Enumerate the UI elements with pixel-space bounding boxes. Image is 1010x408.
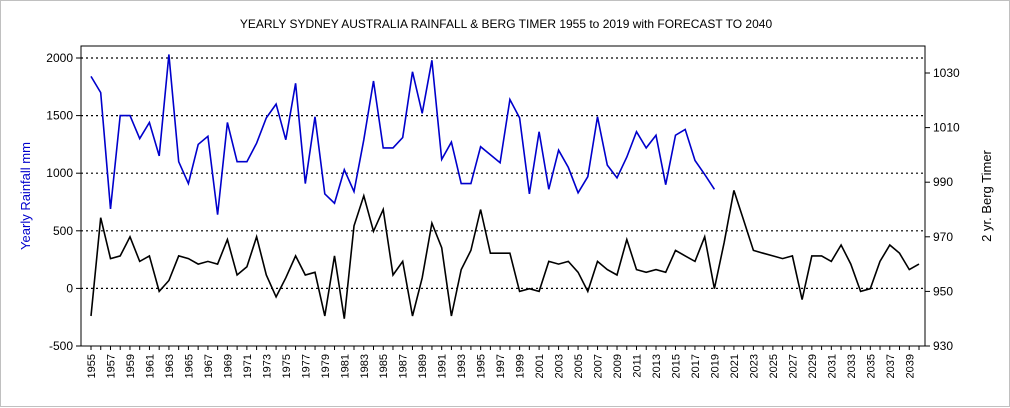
x-tick-label: 1975 — [281, 354, 293, 378]
left-tick-label: 2000 — [46, 51, 73, 65]
right-tick-label: 950 — [933, 284, 953, 298]
x-tick-label: 1981 — [339, 354, 351, 378]
x-tick-label: 2025 — [768, 354, 780, 378]
x-tick-label: 2019 — [709, 354, 721, 378]
x-tick-label: 1969 — [222, 354, 234, 378]
x-tick-label: 1973 — [261, 354, 273, 378]
y-axis-label-right: 2 yr. Berg Timer — [979, 149, 994, 241]
x-tick-label: 1999 — [515, 354, 527, 378]
right-tick-label: 1010 — [933, 121, 960, 135]
x-tick-label: 2011 — [632, 354, 644, 378]
left-tick-label: 1500 — [46, 109, 73, 123]
x-tick-label: 1971 — [242, 354, 254, 378]
x-tick-label: 2039 — [904, 354, 916, 378]
x-tick-label: 1959 — [125, 354, 137, 378]
x-tick-label: 1957 — [105, 354, 117, 378]
x-tick-label: 2001 — [534, 354, 546, 378]
x-tick-label: 1993 — [456, 354, 468, 378]
right-tick-label: 990 — [933, 175, 953, 189]
x-tick-label: 2031 — [826, 354, 838, 378]
right-tick-label: 970 — [933, 230, 953, 244]
x-tick-label: 2009 — [612, 354, 624, 378]
plot-area — [80, 45, 926, 347]
y-axis-label-left: Yearly Rainfall mm — [18, 142, 33, 250]
x-tick-label: 2029 — [807, 354, 819, 378]
x-tick-label: 1961 — [144, 354, 156, 378]
x-tick-label: 1989 — [417, 354, 429, 378]
left-tick-label: -500 — [49, 339, 73, 353]
x-tick-label: 2027 — [787, 354, 799, 378]
x-tick-label: 2037 — [885, 354, 897, 378]
right-tick-label: 930 — [933, 339, 953, 353]
x-tick-label: 1979 — [320, 354, 332, 378]
right-tick-label: 1030 — [933, 66, 960, 80]
x-tick-label: 2035 — [865, 354, 877, 378]
right-axis-ticks: 930 950 970 990 1010 1030 — [925, 66, 960, 353]
x-tick-label: 2007 — [593, 354, 605, 378]
x-tick-label: 1977 — [300, 354, 312, 378]
x-tick-label: 2003 — [554, 354, 566, 378]
x-tick-label: 2017 — [690, 354, 702, 378]
x-tick-label: 2013 — [651, 354, 663, 378]
x-tick-label: 1963 — [164, 354, 176, 378]
x-tick-label: 2023 — [748, 354, 760, 378]
x-tick-label: 1987 — [398, 354, 410, 378]
x-tick-label: 1985 — [378, 354, 390, 378]
x-tick-label: 1967 — [203, 354, 215, 378]
left-tick-label: 1000 — [46, 166, 73, 180]
x-tick-label: 1955 — [86, 354, 98, 378]
rainfall-series-line — [90, 54, 716, 215]
series-group — [90, 54, 920, 319]
x-tick-label: 1991 — [437, 354, 449, 378]
x-tick-label: 2005 — [573, 354, 585, 378]
x-tick-label: 2033 — [846, 354, 858, 378]
x-tick-label: 2021 — [729, 354, 741, 378]
left-tick-label: 500 — [53, 224, 73, 238]
x-tick-label: 1983 — [359, 354, 371, 378]
x-axis-ticks: 1955 1957 1959 1961 1963 1965 1967 1969 1971 1973… — [86, 346, 920, 378]
x-tick-label: 2015 — [670, 354, 682, 378]
x-tick-label: 1965 — [183, 354, 195, 378]
chart-title: YEARLY SYDNEY AUSTRALIA RAINFALL & BERG … — [240, 17, 773, 31]
berg-timer-series-line — [90, 190, 920, 319]
x-tick-label: 1995 — [476, 354, 488, 378]
left-axis-ticks: -500 0 500 1000 1500 2000 — [46, 51, 81, 353]
x-tick-label: 1997 — [495, 354, 507, 378]
left-tick-label: 0 — [66, 281, 73, 295]
